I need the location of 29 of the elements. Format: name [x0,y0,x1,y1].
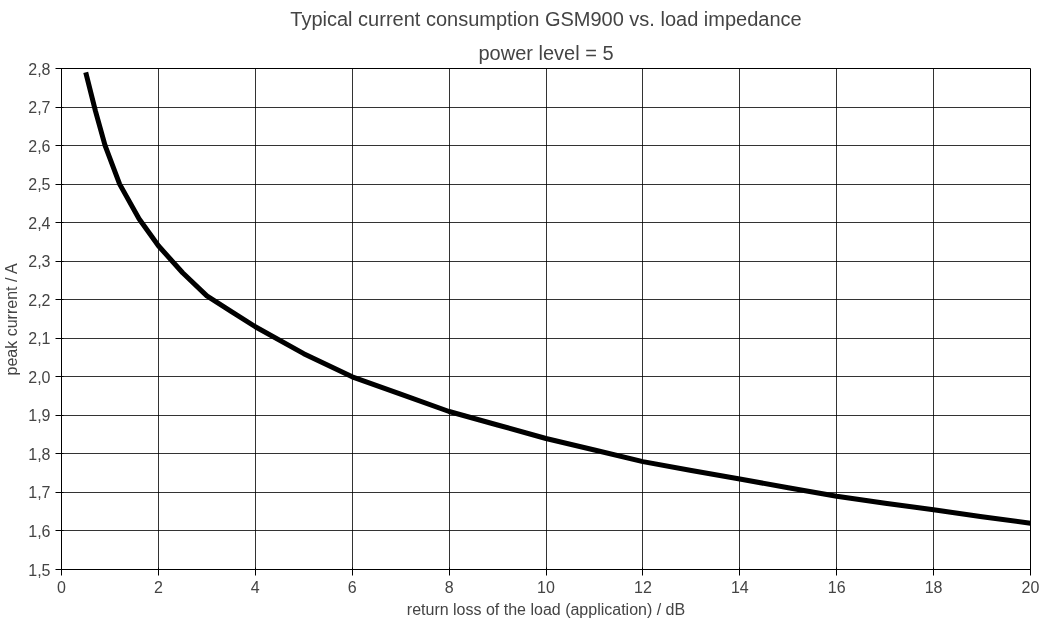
y-tick-label: 2,2 [28,291,51,309]
y-tick-label: 1,6 [28,522,51,540]
y-tick-label: 2,8 [28,60,51,78]
y-tick-label: 2,4 [28,214,51,232]
x-tick-label: 10 [537,578,555,596]
y-tick-label: 2,0 [28,368,51,386]
x-tick-label: 2 [153,578,163,596]
x-tick-label: 4 [250,578,260,596]
y-axis-title: peak current / A [3,263,21,376]
x-tick-label: 20 [1021,578,1040,596]
x-tick-label: 18 [924,578,943,596]
x-tick-label: 0 [57,578,67,596]
y-tick-label: 1,9 [28,407,51,425]
y-tick-label: 2,3 [28,253,51,271]
x-tick-label: 14 [730,578,749,596]
y-tick-label: 1,7 [28,484,51,502]
x-tick-label: 12 [634,578,652,596]
x-tick-label: 16 [827,578,846,596]
y-tick-label: 1,5 [28,561,51,579]
chart-subtitle: power level = 5 [478,41,614,64]
x-tick-label: 8 [444,578,454,596]
x-tick-label: 6 [347,578,357,596]
y-tick-label: 2,1 [28,330,51,348]
y-tick-label: 2,5 [28,176,51,194]
y-tick-label: 1,8 [28,445,51,463]
y-tick-label: 2,7 [28,99,51,117]
y-tick-label: 2,6 [28,137,51,155]
chart-title: Typical current consumption GSM900 vs. load impedance [290,7,802,30]
x-axis-title: return loss of the load (application) / dB [406,600,686,618]
